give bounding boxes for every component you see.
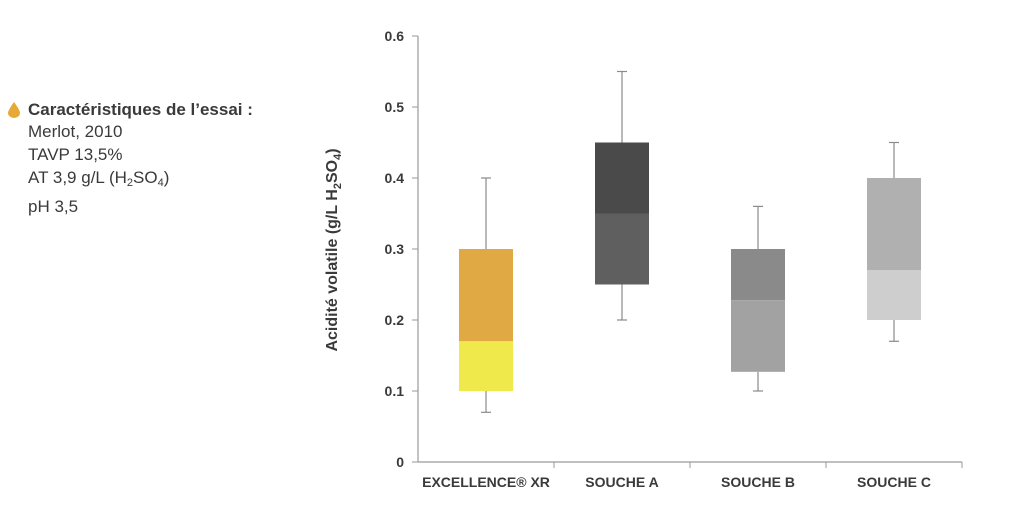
y-tick-label: 0.2 <box>385 312 405 328</box>
test-characteristics-panel: Caractéristiques de l’essai : Merlot, 20… <box>8 100 308 218</box>
y-axis-title: Acidité volatile (g/L H2SO4) <box>324 148 344 351</box>
box-upper-quartile <box>595 142 649 214</box>
drop-icon <box>8 102 20 118</box>
at-so: SO <box>133 168 158 187</box>
legend-line-at: AT 3,9 g/L (H2SO4) <box>28 166 308 195</box>
box-lower-quartile <box>595 213 649 285</box>
at-sub-4: 4 <box>157 177 164 189</box>
box-upper-quartile <box>459 249 513 342</box>
legend-title: Caractéristiques de l’essai : <box>28 100 253 119</box>
legend-line-ph: pH 3,5 <box>28 197 79 216</box>
y-tick-label: 0.5 <box>385 99 405 115</box>
box-lower-quartile <box>459 341 513 391</box>
axes: 0 0.1 0.2 0.3 0.4 0.5 0.6 EXCELLENCE® XR SOUCHE … <box>385 28 963 490</box>
y-tick-label: 0.6 <box>385 28 405 44</box>
box-lower-quartile <box>731 300 785 372</box>
box-lower-quartile <box>867 270 921 320</box>
ylabel-sub-4: 4 <box>332 153 344 160</box>
boxes <box>459 70 921 413</box>
ylabel-so: SO <box>324 160 341 183</box>
ylabel-end: ) <box>324 148 341 153</box>
legend-line-tavp: TAVP 13,5% <box>28 145 123 164</box>
at-sub-2: 2 <box>126 177 134 189</box>
x-category-label: EXCELLENCE® XR <box>422 474 550 490</box>
x-category-label: SOUCHE A <box>585 474 658 490</box>
box-upper-quartile <box>867 178 921 271</box>
at-text: AT 3,9 g/L (H <box>28 168 127 187</box>
ylabel-main: Acidité volatile (g/L H <box>324 189 341 351</box>
y-tick-label: 0.1 <box>385 383 405 399</box>
y-tick-label: 0.3 <box>385 241 405 257</box>
y-tick-label: 0 <box>396 454 404 470</box>
x-category-label: SOUCHE B <box>721 474 795 490</box>
x-category-label: SOUCHE C <box>857 474 931 490</box>
legend-title-row: Caractéristiques de l’essai : <box>8 100 308 120</box>
at-end: ) <box>163 168 170 187</box>
box-upper-quartile <box>731 249 785 301</box>
y-tick-label: 0.4 <box>385 170 405 186</box>
legend-line-wine: Merlot, 2010 <box>28 122 123 141</box>
ylabel-sub-2: 2 <box>332 183 344 189</box>
y-axis-title-text: Acidité volatile (g/L H2SO4) <box>324 148 344 351</box>
